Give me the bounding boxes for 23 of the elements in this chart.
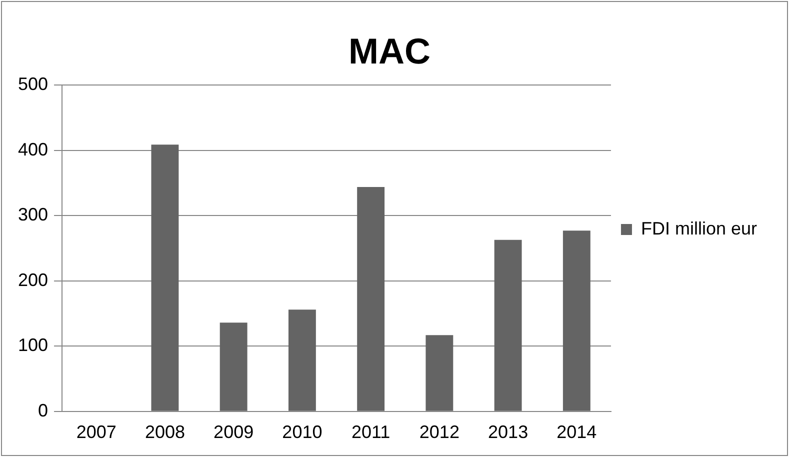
y-tick-label: 500 xyxy=(18,74,48,94)
y-tick-label: 100 xyxy=(18,335,48,356)
bar xyxy=(562,230,590,411)
x-tick-label: 2007 xyxy=(76,422,116,442)
x-tick-label: 2011 xyxy=(351,422,390,442)
x-tick-label: 2012 xyxy=(419,422,460,442)
x-tick-label: 2008 xyxy=(144,422,185,442)
bar xyxy=(357,186,385,411)
bar xyxy=(494,240,522,411)
x-tick-label: 2009 xyxy=(214,422,254,442)
x-tick-label: 2013 xyxy=(488,422,528,442)
x-tick-label: 2010 xyxy=(282,422,322,442)
legend-label: FDI million eur xyxy=(640,218,758,238)
bar xyxy=(426,335,454,411)
bar xyxy=(288,310,316,411)
x-tick-label: 2014 xyxy=(556,422,597,442)
bar xyxy=(151,144,179,411)
y-tick-label: 400 xyxy=(18,139,48,160)
y-tick-label: 200 xyxy=(18,270,48,290)
y-tick-label: 300 xyxy=(18,204,48,225)
bar xyxy=(220,322,248,411)
chart-title: MAC xyxy=(348,30,430,72)
y-tick-label: 0 xyxy=(38,400,48,420)
